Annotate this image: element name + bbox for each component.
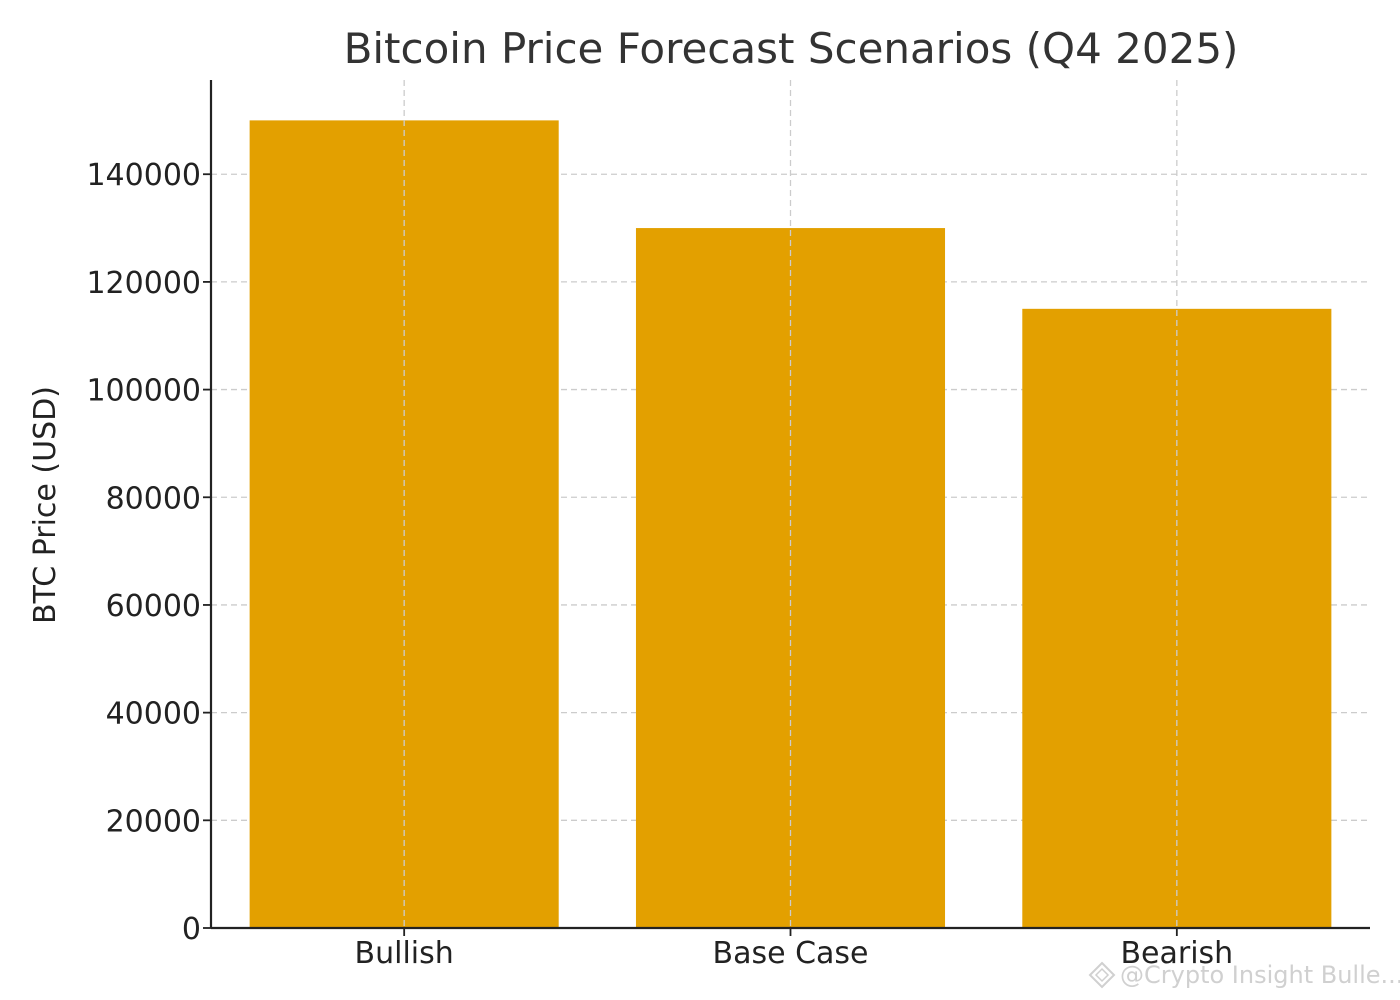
y-tick-label: 100000 bbox=[86, 374, 201, 409]
y-tick-label: 80000 bbox=[106, 481, 201, 516]
x-tick-label: Bearish bbox=[1120, 936, 1233, 971]
diamond-logo-icon bbox=[1088, 961, 1116, 989]
y-axis-label: BTC Price (USD) bbox=[28, 386, 63, 624]
y-tick-label: 60000 bbox=[106, 589, 201, 624]
y-tick-label: 120000 bbox=[86, 266, 201, 301]
chart-title: Bitcoin Price Forecast Scenarios (Q4 202… bbox=[344, 24, 1239, 73]
y-tick-label: 40000 bbox=[106, 697, 201, 732]
watermark-text: @Crypto Insight Bulle... bbox=[1120, 961, 1400, 989]
y-tick-label: 140000 bbox=[86, 158, 201, 193]
x-tick-label: Bullish bbox=[355, 936, 454, 971]
x-tick-label: Base Case bbox=[712, 936, 868, 971]
ticks-layer: 0 20000 40000 60000 80000 100000 120000 140000 B… bbox=[86, 80, 1233, 971]
watermark: @Crypto Insight Bulle... bbox=[1088, 961, 1400, 989]
y-tick-label: 20000 bbox=[106, 804, 201, 839]
y-tick-label: 0 bbox=[182, 912, 201, 947]
